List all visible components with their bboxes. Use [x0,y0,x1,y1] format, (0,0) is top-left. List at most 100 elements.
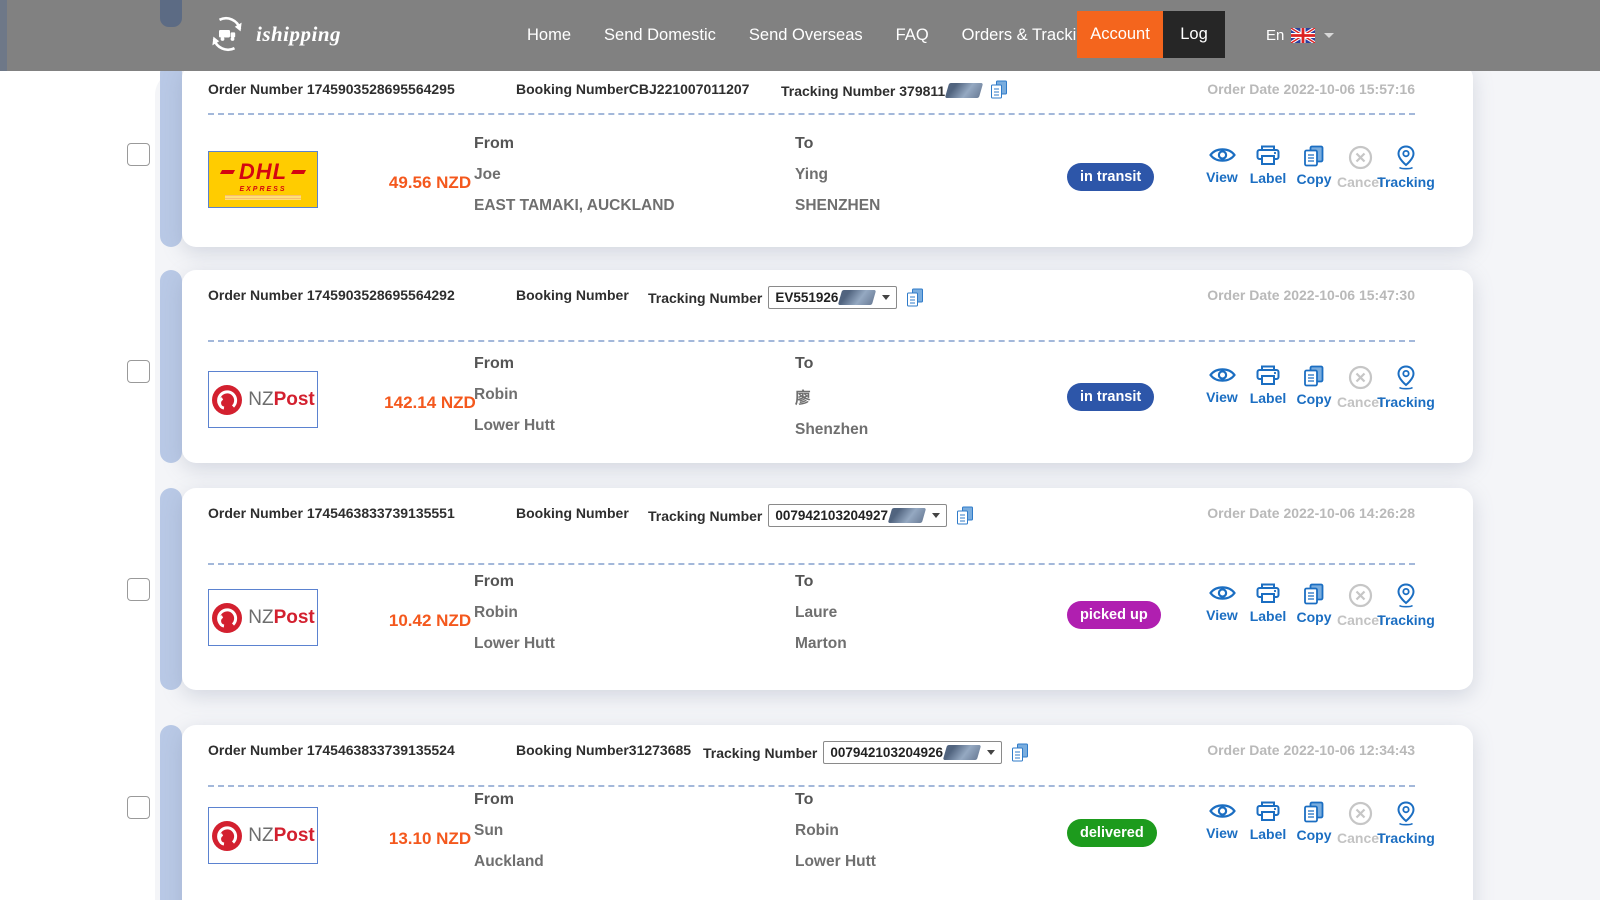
copy-action[interactable]: Copy [1291,801,1337,846]
log-button[interactable]: Log [1163,11,1225,58]
card-accent-bar [160,725,182,900]
order-checkbox-4[interactable] [127,796,150,819]
tracking-number: Tracking Number 379811 [781,77,1008,100]
view-action[interactable]: View [1199,801,1245,846]
brand-name: ishipping [256,21,342,46]
printer-icon [1256,801,1280,821]
map-pin-icon [1397,583,1415,608]
order-checkbox-2[interactable] [127,360,150,383]
select-caret-icon [932,513,940,518]
printer-icon [1256,583,1280,603]
copy-icon [1304,801,1324,823]
label-action[interactable]: Label [1245,583,1291,628]
order-card-header: Order Number 1745903528695564295 Booking… [208,79,1415,103]
booking-number: Booking Number [516,287,629,303]
order-card-header: Order Number 1745463833739135551 Booking… [208,503,1415,527]
nzpost-circle-icon [212,820,243,851]
copy-tracking-icon[interactable] [956,506,974,526]
status-badge: delivered [1067,819,1157,847]
booking-number: Booking Number [516,505,629,521]
brand-logo[interactable]: ishipping [207,14,341,54]
eye-icon [1208,586,1236,600]
card-accent-bar [160,488,182,690]
copy-tracking-icon[interactable] [990,80,1008,100]
from-address: From Robin Lower Hutt [474,355,555,434]
copy-action[interactable]: Copy [1291,365,1337,410]
copy-action[interactable]: Copy [1291,145,1337,190]
cancel-action: Cancel [1337,365,1383,410]
nav-send-overseas[interactable]: Send Overseas [748,26,863,44]
tracking-action[interactable]: Tracking [1377,365,1435,410]
booking-number: Booking Number31273685 [516,742,692,758]
to-address: To 廖 Shenzhen [795,355,869,438]
ishipping-logo-icon [207,14,247,54]
label-action[interactable]: Label [1245,801,1291,846]
dashed-divider [208,113,1415,115]
order-actions: View Label Copy Cancel Tracking [1199,365,1435,410]
order-checkbox-1[interactable] [127,143,150,166]
order-card-header: Order Number 1745903528695564292 Booking… [208,285,1415,309]
view-action[interactable]: View [1199,365,1245,410]
dashed-divider [208,785,1415,787]
carrier-logo-nzpost: NZPost [208,589,318,646]
order-number: Order Number 1745463833739135551 [208,505,455,521]
tracking-number: Tracking Number 007942103204926 [703,738,1029,764]
language-switcher[interactable]: En [1266,0,1335,71]
to-address: To Robin Lower Hutt [795,791,876,870]
order-card-2: Order Number 1745903528695564292 Booking… [182,270,1473,463]
from-address: From Sun Auckland [474,791,544,870]
label-action[interactable]: Label [1245,145,1291,190]
main-nav: Home Send Domestic Send Overseas FAQ Ord… [527,0,1095,71]
cancel-icon [1348,145,1372,170]
order-checkbox-3[interactable] [127,578,150,601]
tracking-number: Tracking Number 007942103204927 [648,501,974,527]
copy-icon [1304,145,1324,167]
select-caret-icon [987,750,995,755]
tracking-action[interactable]: Tracking [1377,583,1435,628]
map-pin-icon [1397,145,1415,170]
nav-faq[interactable]: FAQ [895,26,929,44]
order-date: Order Date 2022-10-06 14:26:28 [1207,505,1415,521]
copy-tracking-icon[interactable] [906,288,924,308]
eye-icon [1208,368,1236,382]
cancel-action: Cancel [1337,145,1383,190]
order-number: Order Number 1745903528695564292 [208,287,455,303]
dashed-divider [208,563,1415,565]
redacted-blur [887,508,927,523]
tracking-select[interactable]: EV551926 [768,286,898,309]
label-action[interactable]: Label [1245,365,1291,410]
tracking-action[interactable]: Tracking [1377,145,1435,190]
redacted-blur [945,83,984,98]
card-accent-bar [160,270,182,463]
copy-action[interactable]: Copy [1291,583,1337,628]
order-date: Order Date 2022-10-06 12:34:43 [1207,742,1415,758]
tracking-select[interactable]: 007942103204927 [768,504,947,527]
select-caret-icon [882,295,891,300]
from-address: From Joe EAST TAMAKI, AUCKLAND [474,135,675,214]
order-card-1: Order Number 1745903528695564295 Booking… [182,64,1473,247]
from-address: From Robin Lower Hutt [474,573,555,652]
dashed-divider [208,340,1415,342]
order-actions: View Label Copy Cancel Tracking [1199,583,1435,628]
order-card-4: Order Number 1745463833739135524 Booking… [182,725,1473,900]
order-number: Order Number 1745903528695564295 [208,81,455,97]
printer-icon [1256,365,1280,385]
redacted-blur [942,745,982,760]
language-label: En [1266,27,1285,44]
view-action[interactable]: View [1199,145,1245,190]
order-price: 142.14 NZD [384,393,476,412]
account-button[interactable]: Account [1077,11,1163,58]
nzpost-circle-icon [212,384,243,415]
nav-home[interactable]: Home [527,26,572,44]
nav-orders-tracking[interactable]: Orders & Tracking [961,26,1095,44]
tracking-action[interactable]: Tracking [1377,801,1435,846]
copy-tracking-icon[interactable] [1011,743,1029,763]
eye-icon [1208,148,1236,162]
copy-icon [1304,583,1324,605]
tracking-select[interactable]: 007942103204926 [823,741,1002,764]
view-action[interactable]: View [1199,583,1245,628]
nav-send-domestic[interactable]: Send Domestic [604,26,716,44]
order-card-header: Order Number 1745463833739135524 Booking… [208,740,1415,764]
order-date: Order Date 2022-10-06 15:47:30 [1207,287,1415,303]
to-address: To Ying SHENZHEN [795,135,881,214]
